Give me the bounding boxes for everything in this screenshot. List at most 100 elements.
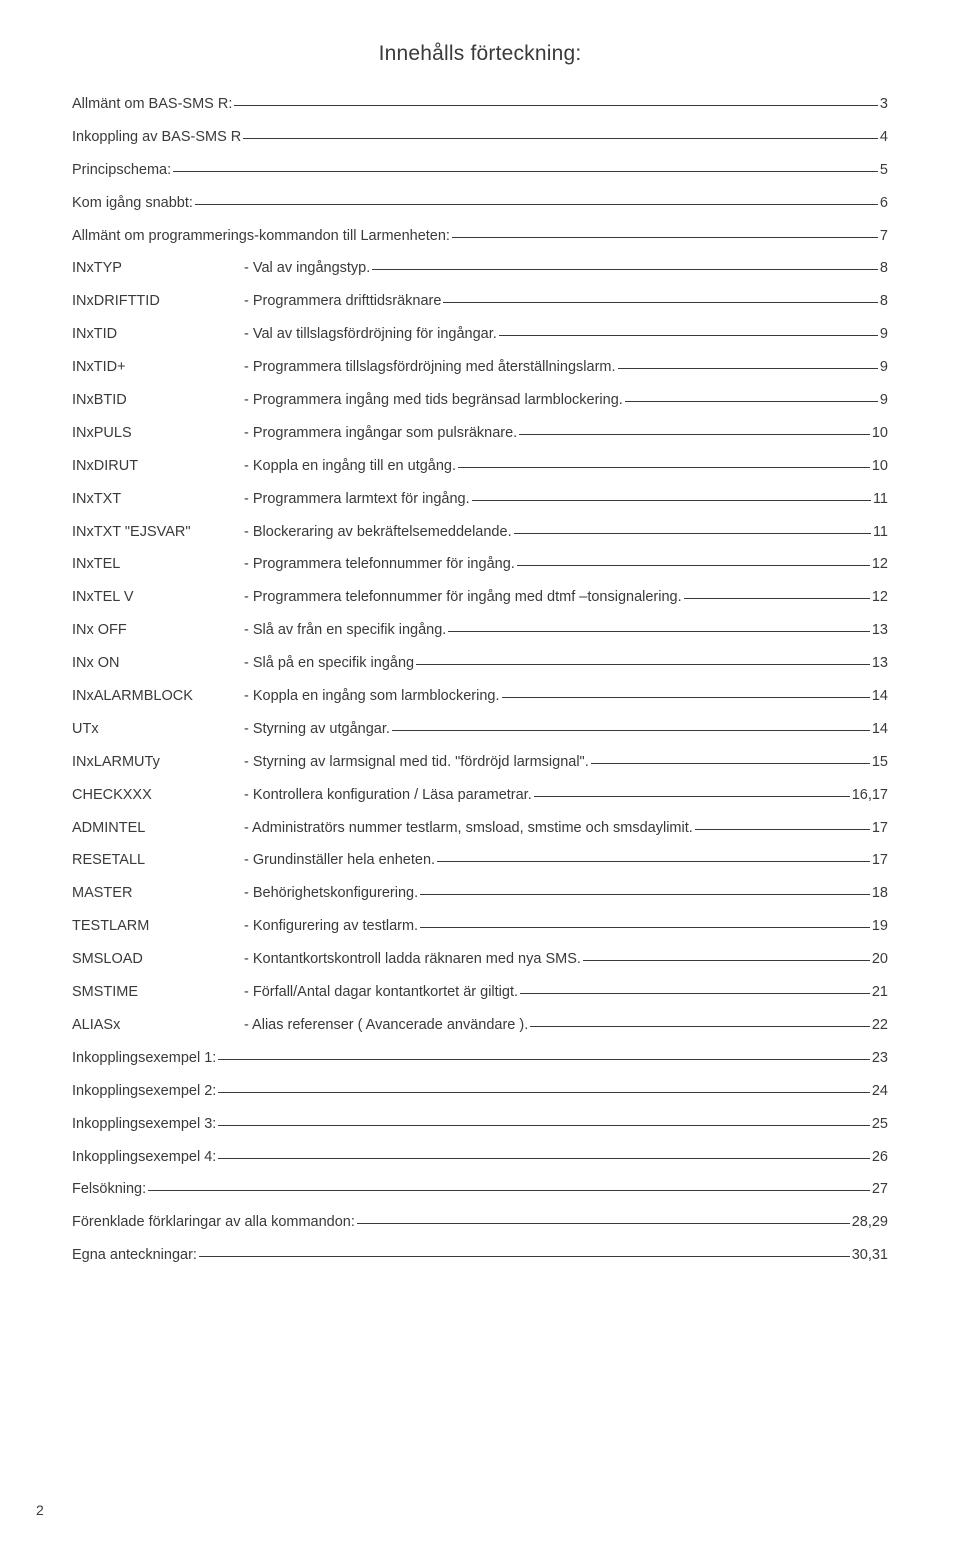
toc-page-number: 14: [872, 721, 888, 738]
toc-leader-line: [218, 1125, 870, 1126]
toc-leader-line: [519, 434, 870, 435]
toc-leader-line: [416, 664, 870, 665]
toc-page-number: 8: [880, 293, 888, 310]
table-of-contents: Allmänt om BAS-SMS R:3Inkoppling av BAS-…: [72, 96, 888, 1265]
toc-label: Allmänt om BAS-SMS R:: [72, 96, 232, 113]
toc-command-label: INxTEL V: [72, 589, 244, 606]
toc-row: ALIASx- Alias referenser ( Avancerade an…: [72, 1017, 888, 1034]
toc-command-label: INxTXT: [72, 491, 244, 508]
toc-row: INxTID- Val av tillslagsfördröjning för …: [72, 326, 888, 343]
toc-page-number: 8: [880, 260, 888, 277]
toc-row: Principschema:5: [72, 162, 888, 179]
toc-page-number: 14: [872, 688, 888, 705]
toc-page-number: 24: [872, 1083, 888, 1100]
toc-page-number: 4: [880, 129, 888, 146]
toc-leader-line: [625, 401, 878, 402]
toc-page-number: 17: [872, 852, 888, 869]
toc-leader-line: [218, 1092, 870, 1093]
toc-leader-line: [173, 171, 878, 172]
toc-description: - Grundinställer hela enheten.: [244, 852, 435, 869]
toc-command-label: INxALARMBLOCK: [72, 688, 244, 705]
toc-description: - Programmera telefonnummer för ingång.: [244, 556, 515, 573]
toc-row: Inkopplingsexempel 1:23: [72, 1050, 888, 1067]
toc-command-label: RESETALL: [72, 852, 244, 869]
toc-leader-line: [583, 960, 870, 961]
toc-command-label: SMSTIME: [72, 984, 244, 1001]
toc-command-label: SMSLOAD: [72, 951, 244, 968]
toc-row: INxBTID- Programmera ingång med tids beg…: [72, 392, 888, 409]
toc-leader-line: [472, 500, 871, 501]
toc-leader-line: [218, 1059, 870, 1060]
toc-row: INxTEL- Programmera telefonnummer för in…: [72, 556, 888, 573]
toc-description: - Programmera larmtext för ingång.: [244, 491, 470, 508]
toc-row: INxTYP- Val av ingångstyp. 8: [72, 260, 888, 277]
toc-description: - Blockeraring av bekräftelsemeddelande.: [244, 524, 512, 541]
toc-leader-line: [452, 237, 878, 238]
toc-leader-line: [499, 335, 878, 336]
toc-row: Inkoppling av BAS-SMS R 4: [72, 129, 888, 146]
toc-leader-line: [218, 1158, 870, 1159]
toc-leader-line: [392, 730, 870, 731]
toc-row: Egna anteckningar:30,31: [72, 1247, 888, 1264]
toc-description: - Styrning av utgångar.: [244, 721, 390, 738]
toc-description: - Programmera ingång med tids begränsad …: [244, 392, 623, 409]
toc-label: Inkoppling av BAS-SMS R: [72, 129, 241, 146]
toc-leader-line: [243, 138, 878, 139]
toc-description: - Programmera ingångar som pulsräknare.: [244, 425, 517, 442]
toc-row: ADMINTEL- Administratörs nummer testlarm…: [72, 820, 888, 837]
toc-description: - Koppla en ingång som larmblockering.: [244, 688, 500, 705]
toc-row: SMSTIME- Förfall/Antal dagar kontantkort…: [72, 984, 888, 1001]
toc-command-label: INxLARMUTy: [72, 754, 244, 771]
toc-row: INxTID+- Programmera tillslagsfördröjnin…: [72, 359, 888, 376]
toc-row: INxALARMBLOCK- Koppla en ingång som larm…: [72, 688, 888, 705]
toc-leader-line: [234, 105, 878, 106]
toc-command-label: ADMINTEL: [72, 820, 244, 837]
toc-command-label: INxDIRUT: [72, 458, 244, 475]
toc-leader-line: [514, 533, 871, 534]
toc-description: - Val av ingångstyp.: [244, 260, 370, 277]
toc-row: CHECKXXX- Kontrollera konfiguration / Lä…: [72, 787, 888, 804]
toc-row: INxLARMUTy- Styrning av larmsignal med t…: [72, 754, 888, 771]
toc-row: INxTXT "EJSVAR"- Blockeraring av bekräft…: [72, 524, 888, 541]
toc-command-label: INxTYP: [72, 260, 244, 277]
toc-page-number: 12: [872, 556, 888, 573]
toc-page-number: 19: [872, 918, 888, 935]
toc-page-number: 22: [872, 1017, 888, 1034]
toc-description: - Kontantkortskontroll ladda räknaren me…: [244, 951, 581, 968]
toc-command-label: MASTER: [72, 885, 244, 902]
toc-page-number: 30,31: [852, 1247, 888, 1264]
toc-description: - Programmera tillslagsfördröjning med å…: [244, 359, 616, 376]
toc-description: - Styrning av larmsignal med tid. "fördr…: [244, 754, 589, 771]
toc-page-number: 10: [872, 425, 888, 442]
toc-row: Inkopplingsexempel 2: 24: [72, 1083, 888, 1100]
toc-label: Inkopplingsexempel 2:: [72, 1083, 216, 1100]
toc-row: UTx- Styrning av utgångar.14: [72, 721, 888, 738]
toc-leader-line: [195, 204, 878, 205]
toc-page-number: 20: [872, 951, 888, 968]
toc-page-number: 12: [872, 589, 888, 606]
toc-row: Kom igång snabbt:6: [72, 195, 888, 212]
toc-description: - Förfall/Antal dagar kontantkortet är g…: [244, 984, 518, 1001]
toc-leader-line: [695, 829, 870, 830]
toc-row: INx OFF- Slå av från en specifik ingång.…: [72, 622, 888, 639]
toc-label: Kom igång snabbt:: [72, 195, 193, 212]
toc-description: - Behörighetskonfigurering.: [244, 885, 418, 902]
toc-leader-line: [458, 467, 870, 468]
toc-leader-line: [420, 927, 870, 928]
toc-leader-line: [372, 269, 878, 270]
toc-row: TESTLARM- Konfigurering av testlarm.19: [72, 918, 888, 935]
toc-page-number: 23: [872, 1050, 888, 1067]
toc-row: RESETALL- Grundinställer hela enheten. 17: [72, 852, 888, 869]
toc-command-label: INxTXT "EJSVAR": [72, 524, 244, 541]
toc-page-number: 13: [872, 622, 888, 639]
toc-leader-line: [502, 697, 870, 698]
toc-description: - Slå av från en specifik ingång.: [244, 622, 446, 639]
toc-row: INxTEL V- Programmera telefonnummer för …: [72, 589, 888, 606]
toc-label: Principschema:: [72, 162, 171, 179]
toc-page-number: 16,17: [852, 787, 888, 804]
toc-page-number: 9: [880, 359, 888, 376]
toc-label: Inkopplingsexempel 3:: [72, 1116, 216, 1133]
toc-leader-line: [357, 1223, 850, 1224]
toc-leader-line: [520, 993, 870, 994]
toc-leader-line: [684, 598, 870, 599]
